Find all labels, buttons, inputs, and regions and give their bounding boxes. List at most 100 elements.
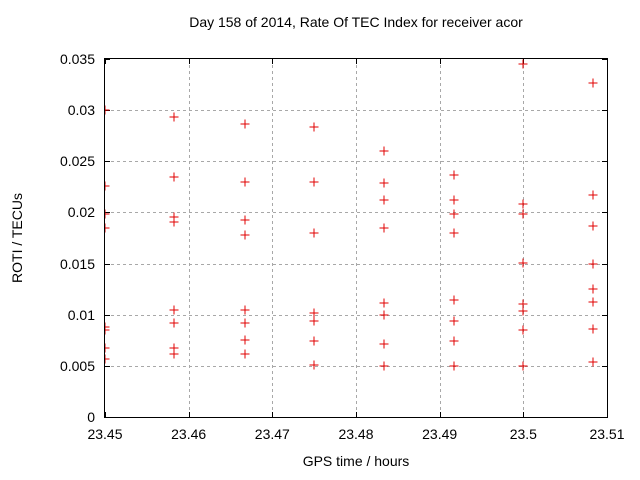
x-tick-mark [356, 59, 357, 64]
data-point-marker [588, 259, 598, 269]
y-tick-mark [105, 59, 110, 60]
data-point-marker [169, 349, 179, 359]
data-point-marker [240, 349, 250, 359]
y-tick-label: 0.025 [59, 153, 95, 170]
x-tick-mark [188, 59, 190, 64]
data-point-marker [105, 223, 110, 233]
data-point-marker [169, 112, 179, 122]
data-point-marker [309, 308, 319, 318]
x-tick-label: 23.45 [87, 426, 123, 442]
y-tick-label: 0.02 [67, 204, 95, 221]
data-point-marker [449, 170, 459, 180]
y-tick-mark [602, 314, 607, 316]
data-point-marker [240, 177, 250, 187]
data-point-marker [309, 316, 319, 326]
y-tick-mark [105, 161, 110, 163]
data-point-marker [518, 325, 528, 335]
vertical-gridline [356, 59, 357, 417]
y-tick-mark [105, 263, 110, 265]
y-tick-label: 0.035 [59, 51, 95, 67]
vertical-gridline [439, 59, 441, 417]
y-tick-label: 0.01 [67, 306, 95, 323]
data-point-marker [449, 316, 459, 326]
data-point-marker [449, 195, 459, 205]
data-point-marker [169, 305, 179, 315]
data-point-marker [169, 217, 179, 227]
data-point-marker [449, 209, 459, 219]
x-tick-label: 23.49 [422, 426, 458, 442]
x-tick-mark [607, 59, 608, 64]
data-point-marker [449, 228, 459, 238]
x-tick-label: 23.48 [338, 426, 374, 442]
data-point-marker [309, 122, 319, 131]
data-point-marker [449, 336, 459, 346]
vertical-gridline [188, 59, 190, 417]
data-point-marker [379, 310, 389, 320]
data-point-marker [105, 181, 110, 191]
data-point-marker [169, 172, 179, 182]
data-point-marker [240, 305, 250, 315]
data-point-marker [518, 59, 528, 69]
x-tick-mark [272, 412, 274, 417]
data-point-marker [588, 284, 598, 294]
data-point-marker [588, 78, 598, 88]
y-tick-label: 0.03 [67, 102, 95, 119]
x-tick-mark [105, 59, 106, 64]
data-point-marker [588, 357, 598, 367]
y-tick-mark [602, 212, 607, 214]
y-tick-mark [602, 161, 607, 163]
data-point-marker [518, 258, 528, 268]
data-point-marker [169, 212, 179, 222]
y-tick-label: 0.005 [59, 357, 95, 374]
data-point-marker [518, 361, 528, 371]
data-point-marker [240, 335, 250, 345]
data-point-marker [309, 228, 319, 238]
data-point-marker [518, 199, 528, 209]
x-tick-mark [188, 412, 190, 417]
data-point-marker [105, 343, 110, 353]
y-tick-mark [602, 417, 607, 418]
x-tick-mark [356, 412, 357, 417]
y-tick-label: 0.015 [59, 255, 95, 272]
y-tick-mark [602, 110, 607, 112]
data-point-marker [240, 215, 250, 225]
y-tick-mark [602, 263, 607, 265]
x-tick-mark [439, 412, 441, 417]
y-tick-mark [105, 314, 110, 316]
data-point-marker [588, 324, 598, 334]
data-point-marker [169, 343, 179, 353]
y-tick-label: 0 [87, 409, 95, 425]
plot-area [104, 58, 608, 418]
x-tick-mark [607, 412, 608, 417]
x-tick-mark [523, 412, 525, 417]
x-tick-mark [105, 412, 106, 417]
data-point-marker [240, 230, 250, 240]
data-point-marker [379, 298, 389, 308]
data-point-marker [240, 318, 250, 328]
data-point-marker [588, 221, 598, 231]
data-point-marker [379, 361, 389, 371]
vertical-gridline [523, 59, 525, 417]
y-tick-mark [105, 417, 110, 418]
data-point-marker [449, 361, 459, 371]
data-point-marker [518, 209, 528, 219]
data-point-marker [588, 297, 598, 307]
data-point-marker [169, 318, 179, 328]
x-tick-mark [272, 59, 274, 64]
data-point-marker [309, 177, 319, 187]
data-point-marker [518, 306, 528, 316]
x-tick-label: 23.46 [171, 426, 207, 442]
data-point-marker [379, 195, 389, 205]
data-point-marker [105, 105, 110, 115]
data-point-marker [379, 339, 389, 349]
x-tick-label: 23.47 [254, 426, 290, 442]
data-point-marker [105, 209, 110, 219]
data-point-marker [379, 146, 389, 156]
y-tick-mark [602, 59, 607, 60]
data-point-marker [379, 223, 389, 233]
data-point-marker [240, 119, 250, 129]
vertical-gridline [272, 59, 274, 417]
data-point-marker [379, 178, 389, 188]
y-tick-mark [602, 365, 607, 367]
